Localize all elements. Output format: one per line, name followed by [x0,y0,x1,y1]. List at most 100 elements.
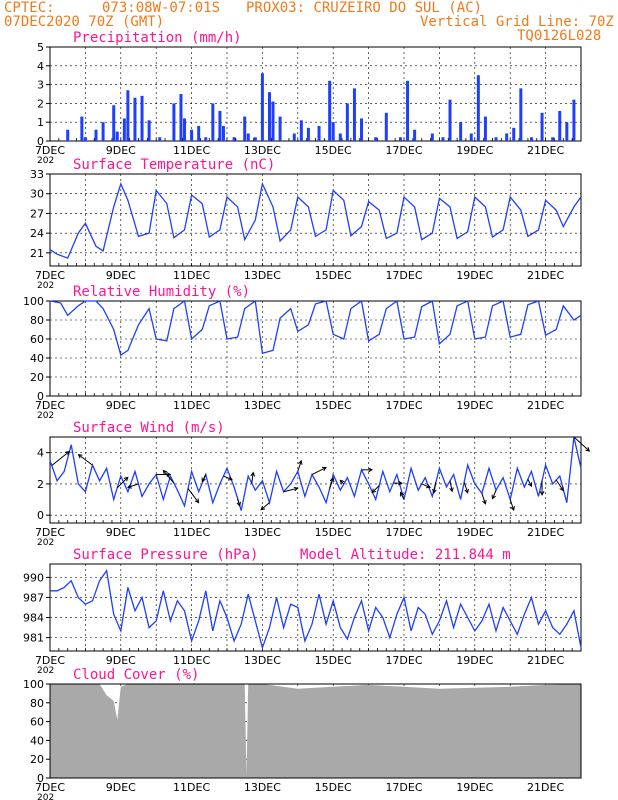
cloud-cover-area [50,684,581,778]
wind-arrowhead [491,494,497,500]
year-label: 202 [37,156,54,166]
wind-arrowhead [236,501,241,507]
y-tick-label: 0 [37,509,44,522]
y-tick-label: 2 [37,478,44,491]
wind-vector [449,480,453,492]
y-tick-label: 24 [30,227,44,240]
wind-arrowhead [260,505,266,511]
precip-bar [94,129,98,141]
precip-bar [172,103,176,141]
wind-vector [127,483,139,488]
wind-arrowhead [77,453,83,459]
x-tick-label: 7DEC [35,269,65,282]
center-label: CPTEC: [4,0,55,16]
x-tick-label: 9DEC [106,654,136,667]
precip-bar [306,127,310,141]
wind-arrowhead [339,479,345,485]
x-tick-label: 19DEC [456,399,493,412]
precip-bar [126,90,130,141]
precip-bar [406,80,410,141]
precip-bar [190,129,194,141]
wind-arrowhead [321,466,327,472]
panel-title: Cloud Cover (%) [73,667,199,683]
x-tick-label: 13DEC [244,144,281,157]
x-tick-label: 21DEC [527,399,564,412]
precip-bar [558,110,562,141]
y-tick-label: 987 [23,591,44,604]
wind-vector [573,436,590,452]
precip-bar [360,118,364,141]
series-line [49,299,582,357]
y-tick-label: 2 [37,97,44,110]
precip-bar [448,99,452,141]
precip-bar [331,122,335,141]
y-tick-label: 5 [37,41,44,54]
x-tick-label: 17DEC [385,144,422,157]
wind-arrowhead [65,450,71,456]
precip-bar [218,110,222,141]
wind-arrowhead [539,491,545,496]
year-label: 202 [37,281,54,291]
precip-bar [115,131,119,141]
x-tick-label: 13DEC [244,269,281,282]
precip-bar [430,133,434,141]
wind-vector [371,485,380,493]
precip-bar [469,133,473,141]
wind-vector [421,483,431,488]
year-label: 202 [37,666,54,676]
panel-title: Surface Pressure (hPa) [73,547,258,563]
x-tick-label: 21DEC [527,526,564,539]
wind-arrowhead [368,467,374,473]
x-tick-label: 11DEC [173,269,210,282]
wind-vector [187,488,199,503]
wind-vector [509,499,515,511]
wind-arrowhead [194,498,200,504]
y-tick-label: 60 [30,333,44,346]
y-tick-label: 20 [30,371,44,384]
x-tick-label: 15DEC [315,399,352,412]
x-tick-label: 9DEC [106,269,136,282]
wind-arrowhead [585,447,591,452]
wind-arrowhead [201,477,206,483]
precip-bar [179,94,183,141]
wind-vector [51,451,70,466]
x-tick-label: 19DEC [456,526,493,539]
y-tick-label: 20 [30,753,44,766]
wind-arrowhead [426,483,432,489]
wind-arrowhead [449,487,454,493]
panel-title: Surface Wind (m/s) [73,420,225,436]
y-tick-label: 0 [37,390,44,403]
precip-bar [232,137,236,141]
precip-bar [494,137,498,141]
year-label: 202 [37,411,54,421]
wind-vector [237,498,241,506]
panel-frame [49,300,582,397]
precip-bar [529,137,533,141]
series-line [49,181,582,259]
x-tick-label: 17DEC [385,526,422,539]
panel-precip [46,46,582,142]
wind-vector [223,475,233,481]
series-line [50,569,582,650]
precip-bar [374,137,378,141]
precip-bar [211,103,215,141]
precip-bar [253,137,257,141]
y-tick-label: 100 [23,678,44,691]
precip-bar [519,88,523,141]
x-tick-label: 21DEC [527,144,564,157]
precip-bar [147,120,151,141]
wind-arrowhead [399,491,405,497]
precip-bar [122,118,126,141]
wind-vector [481,493,486,504]
panel-temperature [46,173,582,267]
x-tick-label: 7DEC [35,144,65,157]
x-tick-label: 7DEC [35,399,65,412]
wind-arrowhead [127,484,132,489]
y-tick-label: 27 [30,207,44,220]
precip-bar [278,116,282,141]
y-tick-label: 984 [23,612,44,625]
wind-vector [260,502,270,511]
x-tick-label: 13DEC [244,526,281,539]
year-label: 202 [37,793,54,800]
